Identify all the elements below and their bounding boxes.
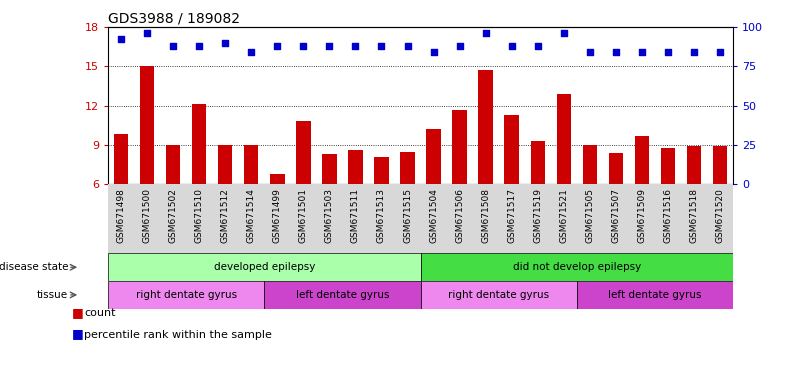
Text: GDS3988 / 189082: GDS3988 / 189082 — [108, 12, 240, 26]
Bar — [374, 157, 388, 263]
Text: GSM671504: GSM671504 — [429, 188, 438, 243]
Bar — [713, 146, 727, 263]
Point — [453, 43, 466, 49]
Text: GSM671507: GSM671507 — [611, 188, 620, 243]
Text: GSM671519: GSM671519 — [533, 188, 542, 243]
Text: count: count — [84, 308, 115, 318]
Text: GSM671511: GSM671511 — [351, 188, 360, 243]
Text: GSM671499: GSM671499 — [273, 188, 282, 243]
Text: GSM671508: GSM671508 — [481, 188, 490, 243]
Point — [401, 43, 414, 49]
Bar — [421, 281, 577, 309]
Bar — [582, 145, 597, 263]
Text: GSM671513: GSM671513 — [377, 188, 386, 243]
Text: GSM671515: GSM671515 — [403, 188, 412, 243]
Text: GSM671509: GSM671509 — [638, 188, 646, 243]
Bar — [192, 104, 207, 263]
Point — [505, 43, 518, 49]
Bar — [264, 281, 421, 309]
Point — [115, 36, 127, 43]
Point — [219, 40, 231, 46]
Text: GSM671502: GSM671502 — [169, 188, 178, 243]
Point — [193, 43, 206, 49]
Bar — [218, 145, 232, 263]
Bar — [557, 94, 571, 263]
Bar — [426, 129, 441, 263]
Text: GSM671512: GSM671512 — [221, 188, 230, 243]
Bar — [421, 253, 733, 281]
Bar — [108, 281, 264, 309]
Bar — [108, 184, 733, 253]
Point — [479, 30, 492, 36]
Text: GSM671518: GSM671518 — [690, 188, 698, 243]
Point — [141, 30, 154, 36]
Bar — [634, 136, 649, 263]
Text: GSM671520: GSM671520 — [715, 188, 724, 243]
Text: GSM671510: GSM671510 — [195, 188, 203, 243]
Point — [349, 43, 362, 49]
Text: GSM671501: GSM671501 — [299, 188, 308, 243]
Point — [245, 49, 258, 55]
Text: GSM671516: GSM671516 — [663, 188, 672, 243]
Text: ■: ■ — [72, 328, 84, 341]
Point — [635, 49, 648, 55]
Point — [167, 43, 179, 49]
Text: GSM671517: GSM671517 — [507, 188, 516, 243]
Text: GSM671506: GSM671506 — [455, 188, 464, 243]
Bar — [530, 141, 545, 263]
Point — [427, 49, 440, 55]
Point — [323, 43, 336, 49]
Point — [531, 43, 544, 49]
Point — [297, 43, 310, 49]
Text: GSM671503: GSM671503 — [325, 188, 334, 243]
Bar — [296, 121, 311, 263]
Bar — [114, 134, 128, 263]
Bar — [609, 153, 623, 263]
Point — [271, 43, 284, 49]
Bar — [400, 152, 415, 263]
Text: developed epilepsy: developed epilepsy — [214, 262, 315, 272]
Text: disease state: disease state — [0, 262, 68, 272]
Bar — [478, 70, 493, 263]
Bar — [244, 145, 259, 263]
Text: did not develop epilepsy: did not develop epilepsy — [513, 262, 641, 272]
Point — [583, 49, 596, 55]
Bar — [453, 109, 467, 263]
Point — [375, 43, 388, 49]
Text: right dentate gyrus: right dentate gyrus — [448, 290, 549, 300]
Text: ■: ■ — [72, 306, 84, 319]
Bar — [661, 147, 675, 263]
Bar — [322, 154, 336, 263]
Text: percentile rank within the sample: percentile rank within the sample — [84, 329, 272, 339]
Bar — [577, 281, 733, 309]
Point — [662, 49, 674, 55]
Bar — [166, 145, 180, 263]
Point — [610, 49, 622, 55]
Point — [687, 49, 700, 55]
Text: GSM671521: GSM671521 — [559, 188, 568, 243]
Bar — [108, 253, 421, 281]
Bar — [140, 66, 155, 263]
Text: right dentate gyrus: right dentate gyrus — [135, 290, 237, 300]
Text: GSM671505: GSM671505 — [586, 188, 594, 243]
Text: left dentate gyrus: left dentate gyrus — [608, 290, 702, 300]
Point — [714, 49, 727, 55]
Text: left dentate gyrus: left dentate gyrus — [296, 290, 389, 300]
Text: GSM671514: GSM671514 — [247, 188, 256, 243]
Bar — [686, 146, 701, 263]
Text: GSM671500: GSM671500 — [143, 188, 151, 243]
Point — [557, 30, 570, 36]
Bar — [270, 174, 284, 263]
Text: GSM671498: GSM671498 — [117, 188, 126, 243]
Bar — [505, 115, 519, 263]
Bar — [348, 150, 363, 263]
Text: tissue: tissue — [37, 290, 68, 300]
